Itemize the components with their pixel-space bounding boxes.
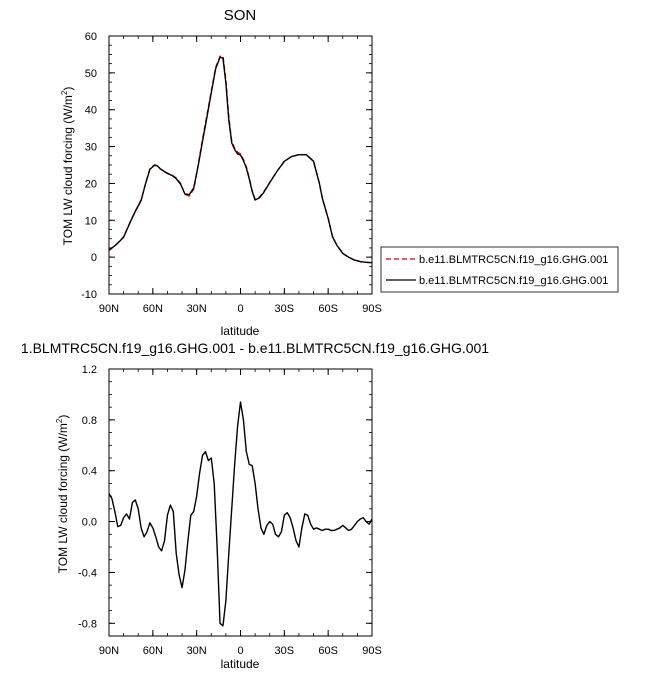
x-tick-label-1-6: 90S bbox=[362, 645, 382, 657]
y-tick-label-1-4: 0.8 bbox=[82, 415, 97, 427]
y-tick-label-0-3: 20 bbox=[85, 178, 97, 190]
legend-label-1: b.e11.BLMTRC5CN.f19_g16.GHG.001 bbox=[419, 254, 608, 266]
legend-box bbox=[380, 246, 619, 293]
top-chart: SON 90N 60N 30N 0 30S 60S 90S-100102030405060 … bbox=[60, 7, 382, 338]
series-line-0-0 bbox=[108, 55, 373, 264]
legend: b.e11.BLMTRC5CN.f19_g16.GHG.001 b.e11.BL… bbox=[380, 246, 619, 293]
y-tick-label-1-1: -0.4 bbox=[78, 567, 97, 579]
y-tick-label-0-1: 0 bbox=[91, 252, 97, 264]
x-tick-label-0-0: 90N bbox=[99, 303, 119, 315]
bottom-chart-title: 1.BLMTRC5CN.f19_g16.GHG.001 - b.e11.BLMT… bbox=[21, 340, 489, 356]
y-tick-label-0-5: 40 bbox=[85, 105, 97, 117]
top-chart-axes: 90N 60N 30N 0 30S 60S 90S -10 0 10 20 30 40 50 60 bbox=[81, 31, 382, 315]
x-tick-label-0-5: 60S bbox=[318, 303, 338, 315]
bottom-chart-x-axis-label: latitude bbox=[221, 657, 260, 671]
x-tick-label-0-3: 0 bbox=[237, 303, 243, 315]
x-tick-label-1-1: 60N bbox=[143, 645, 163, 657]
y-tick-label-1-5: 1.2 bbox=[82, 364, 97, 376]
top-chart-title: SON bbox=[224, 7, 257, 24]
bottom-chart: 1.BLMTRC5CN.f19_g16.GHG.001 - b.e11.BLMT… bbox=[21, 340, 489, 671]
y-tick-label-0-7: 60 bbox=[85, 31, 97, 43]
bottom-chart-axes: 90N 60N 30N 0 30S 60S 90S -0.8 -0.4 0.0 0.4 0.8 1.2 bbox=[78, 364, 382, 657]
y-tick-label-0-0: -10 bbox=[81, 289, 97, 301]
y-tick-label-0-6: 50 bbox=[85, 68, 97, 80]
legend-label-2: b.e11.BLMTRC5CN.f19_g16.GHG.001 bbox=[419, 275, 608, 287]
plot-frame-0 bbox=[108, 35, 373, 295]
x-tick-label-1-0: 90N bbox=[99, 645, 119, 657]
plot-frame-1 bbox=[108, 368, 373, 637]
y-tick-label-0-2: 10 bbox=[85, 215, 97, 227]
x-tick-label-0-2: 30N bbox=[187, 303, 207, 315]
bottom-chart-y-axis-label: TOM LW cloud forcing (W/m2) bbox=[55, 415, 70, 574]
x-tick-label-0-4: 30S bbox=[275, 303, 295, 315]
bottom-chart-plot-area bbox=[108, 401, 373, 627]
y-tick-label-1-3: 0.4 bbox=[82, 466, 97, 478]
x-tick-label-1-3: 0 bbox=[237, 645, 243, 657]
series-line-0-1 bbox=[108, 56, 373, 264]
top-chart-x-axis-label: latitude bbox=[221, 324, 260, 338]
y-tick-label-1-2: 0.0 bbox=[82, 517, 97, 529]
x-tick-label-1-5: 60S bbox=[318, 645, 338, 657]
x-tick-label-0-6: 90S bbox=[362, 303, 382, 315]
series-line-1-0 bbox=[108, 401, 373, 627]
y-tick-label-1-0: -0.8 bbox=[78, 618, 97, 630]
y-tick-label-0-4: 30 bbox=[85, 142, 97, 154]
x-tick-label-1-4: 30S bbox=[275, 645, 295, 657]
x-tick-label-0-1: 60N bbox=[143, 303, 163, 315]
top-chart-y-axis-label: TOM LW cloud forcing (W/m2) bbox=[60, 87, 75, 246]
top-chart-plot-area bbox=[108, 55, 373, 264]
x-tick-label-1-2: 30N bbox=[187, 645, 207, 657]
